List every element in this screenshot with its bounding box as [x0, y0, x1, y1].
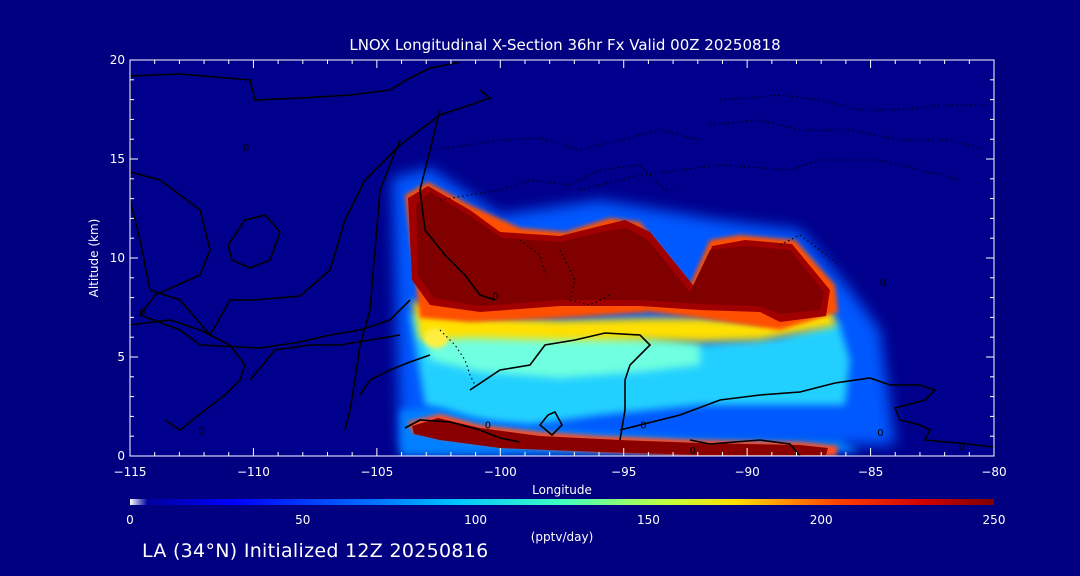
colorbar-tick-label: 0 [126, 513, 134, 527]
colorbar-units: (pptv/day) [531, 530, 594, 544]
dotted-contour-1 [439, 164, 680, 201]
contour-line-14 [619, 377, 994, 448]
plot-area: 0 0 0 0 0 0 0 0 0 0 [130, 60, 994, 457]
contour-label: 0 [198, 426, 204, 437]
contour-lines [130, 61, 994, 456]
colorbar-tick-label: 250 [983, 513, 1006, 527]
heat-spot-yellow [424, 328, 448, 348]
colorbar-tick-label: 150 [637, 513, 660, 527]
heat-band-yellow [412, 300, 836, 342]
x-tick-label: −90 [734, 465, 759, 479]
chart-title: LNOX Longitudinal X-Section 36hr Fx Vali… [349, 36, 780, 54]
contour-label: 0 [690, 446, 696, 457]
contour-labels: 0 0 0 0 0 0 0 0 0 0 [139, 143, 965, 457]
contour-label: 0 [139, 307, 145, 318]
contour-label: 0 [880, 278, 886, 289]
x-axis: −115 −110 −105 −100 −95 −90 −85 −80 [114, 60, 1007, 479]
contour-label: 0 [877, 428, 883, 439]
contour-line-13 [689, 439, 801, 456]
dotted-contour-7 [439, 329, 476, 386]
contour-label: 0 [485, 420, 491, 431]
x-tick-label: −110 [237, 465, 270, 479]
heatmap-field [392, 168, 895, 456]
contour-line-7 [359, 354, 431, 396]
contour-line-10 [469, 332, 652, 441]
dotted-contour-2 [429, 129, 701, 151]
contour-label: 0 [640, 420, 646, 431]
y-tick-label: 15 [110, 152, 125, 166]
colorbar-ticks: 0 50 100 150 200 250 [126, 513, 1005, 527]
x-tick-label: −95 [611, 465, 636, 479]
contour-line-11 [404, 419, 521, 443]
dotted-contour-3 [579, 159, 961, 191]
x-tick-label: −100 [484, 465, 517, 479]
contour-label: 0 [492, 292, 498, 303]
dotted-contour-6 [559, 249, 611, 306]
contour-line-1 [130, 61, 461, 101]
contour-line-6 [419, 109, 496, 301]
x-tick-label: −115 [114, 465, 147, 479]
dotted-contour-5 [709, 119, 986, 151]
y-tick-label: 0 [117, 449, 125, 463]
y-tick-label: 10 [110, 251, 125, 265]
y-axis: 0 5 10 15 20 [110, 53, 994, 463]
y-axis-label: Altitude (km) [87, 219, 101, 298]
colorbar-tick-label: 100 [464, 513, 487, 527]
x-tick-label: −105 [360, 465, 393, 479]
y-tick-label: 5 [117, 350, 125, 364]
contour-line-2 [130, 78, 492, 337]
heat-core-upper-inner [416, 192, 824, 314]
colorbar-tick-label: 200 [810, 513, 833, 527]
contour-line-8 [344, 139, 401, 431]
dotted-contour-lines [429, 94, 986, 386]
contour-line-9 [227, 214, 281, 269]
contour-line-5 [249, 334, 401, 381]
colorbar [130, 499, 994, 505]
colorbar-tick-label: 50 [295, 513, 310, 527]
x-tick-label: −80 [981, 465, 1006, 479]
contour-line-3 [130, 171, 411, 349]
heat-core-surface [412, 418, 828, 455]
y-tick-label: 20 [110, 53, 125, 67]
contour-line-4 [130, 319, 246, 431]
x-axis-label: Longitude [532, 483, 592, 497]
footer-caption: LA (34°N) Initialized 12Z 20250816 [142, 540, 489, 562]
x-tick-label: −85 [858, 465, 883, 479]
contour-label: 0 [243, 143, 249, 154]
contour-label: 0 [959, 442, 965, 453]
dotted-contour-8 [779, 234, 841, 266]
contour-line-12 [538, 410, 563, 437]
